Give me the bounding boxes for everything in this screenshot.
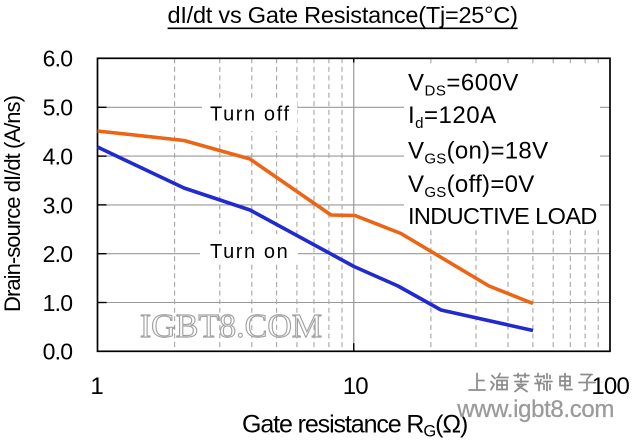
svg-text:www.igbt8.com: www.igbt8.com bbox=[455, 395, 613, 422]
svg-text:100: 100 bbox=[591, 373, 629, 400]
svg-text:IGBT8.COM: IGBT8.COM bbox=[140, 308, 322, 345]
svg-text:Drain-source dI/dt (A/ns): Drain-source dI/dt (A/ns) bbox=[0, 96, 25, 312]
svg-text:1.0: 1.0 bbox=[43, 290, 73, 316]
svg-text:Turn off: Turn off bbox=[210, 104, 291, 126]
svg-text:3.0: 3.0 bbox=[43, 192, 73, 218]
svg-text:www.igbt8.com: www.igbt8.com bbox=[456, 396, 614, 423]
svg-text:5.0: 5.0 bbox=[43, 95, 73, 121]
svg-text:dI/dt vs Gate Resistance(Tj=25: dI/dt vs Gate Resistance(Tj=25°C) bbox=[167, 2, 517, 28]
svg-text:Turn on: Turn on bbox=[210, 241, 289, 263]
svg-text:INDUCTIVE LOAD: INDUCTIVE LOAD bbox=[408, 203, 597, 229]
svg-text:0.0: 0.0 bbox=[43, 339, 73, 365]
svg-text:6.0: 6.0 bbox=[43, 46, 73, 72]
svg-text:2.0: 2.0 bbox=[43, 241, 73, 267]
svg-text:4.0: 4.0 bbox=[43, 144, 73, 170]
svg-text:10: 10 bbox=[343, 373, 369, 400]
svg-text:1: 1 bbox=[90, 373, 103, 400]
